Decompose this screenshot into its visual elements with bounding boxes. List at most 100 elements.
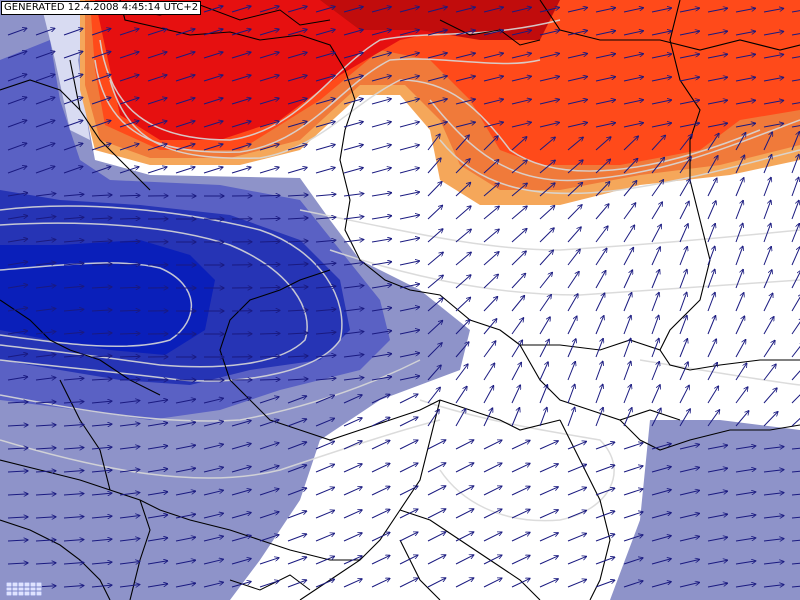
grid-logo-icon <box>6 582 42 596</box>
wind-arrow-icon <box>651 100 672 105</box>
wind-arrow-icon <box>623 315 631 335</box>
wind-arrow-icon <box>371 99 391 105</box>
wind-arrow-icon <box>707 77 728 82</box>
wind-arrow-icon <box>7 239 28 243</box>
wind-arrow-icon <box>427 30 447 36</box>
wind-arrow-icon <box>455 555 474 565</box>
wind-arrow-icon <box>511 408 520 427</box>
wind-arrow-icon <box>287 511 307 519</box>
wind-arrow-icon <box>735 584 756 588</box>
wind-arrow-icon <box>623 489 643 496</box>
wind-arrow-icon <box>399 532 418 542</box>
wind-arrow-icon <box>343 441 362 450</box>
wind-arrow-icon <box>455 206 471 220</box>
wind-arrow-icon <box>119 241 140 242</box>
wind-arrow-icon <box>315 99 335 105</box>
wind-arrow-icon <box>147 144 167 151</box>
wind-arrow-icon <box>399 417 418 427</box>
wind-arrow-icon <box>427 486 446 496</box>
wind-arrow-icon <box>91 585 112 587</box>
wind-arrow-icon <box>259 356 280 357</box>
wind-arrow-icon <box>371 308 392 312</box>
wind-arrow-icon <box>735 515 756 519</box>
wind-arrow-icon <box>203 167 223 174</box>
wind-arrow-icon <box>595 137 611 151</box>
wind-arrow-icon <box>791 200 799 220</box>
wind-arrow-icon <box>91 401 112 403</box>
wind-arrow-icon <box>791 177 799 197</box>
wind-arrow-icon <box>651 536 671 542</box>
wind-arrow-icon <box>707 445 728 450</box>
wind-arrow-icon <box>315 309 336 311</box>
wind-arrow-icon <box>623 54 644 59</box>
wind-arrow-icon <box>735 178 744 197</box>
wind-arrow-icon <box>427 275 443 289</box>
wind-arrow-icon <box>455 409 466 427</box>
wind-arrow-icon <box>35 217 56 220</box>
wind-arrow-icon <box>343 533 362 542</box>
wind-arrow-icon <box>483 274 498 289</box>
wind-arrow-icon <box>483 252 499 266</box>
wind-arrow-icon <box>651 385 660 404</box>
wind-arrow-icon <box>147 400 168 404</box>
wind-arrow-icon <box>287 580 307 588</box>
wind-arrow-icon <box>399 555 418 565</box>
wind-arrow-icon <box>679 246 687 266</box>
wind-arrow-icon <box>511 318 524 335</box>
wind-arrow-icon <box>175 491 196 496</box>
wind-arrow-icon <box>203 52 223 59</box>
wind-arrow-icon <box>371 377 392 381</box>
wind-arrow-icon <box>371 463 390 473</box>
wind-arrow-icon <box>735 77 756 82</box>
wind-arrow-icon <box>91 310 112 311</box>
wind-arrow-icon <box>455 463 474 473</box>
wind-arrow-icon <box>567 160 583 174</box>
wind-arrow-icon <box>623 31 644 36</box>
wind-arrow-icon <box>427 578 446 588</box>
wind-arrow-icon <box>343 145 363 151</box>
wind-arrow-icon <box>483 341 496 358</box>
wind-arrow-icon <box>343 217 364 220</box>
wind-arrow-icon <box>623 512 643 519</box>
wind-arrow-icon <box>791 370 800 381</box>
wind-arrow-icon <box>371 532 390 542</box>
wind-arrow-icon <box>567 533 587 542</box>
wind-arrow-icon <box>91 562 112 564</box>
wind-arrow-icon <box>539 533 558 542</box>
wind-arrow-icon <box>567 294 578 312</box>
wind-arrow-icon <box>567 54 588 59</box>
wind-arrow-icon <box>623 247 634 266</box>
wind-arrow-icon <box>315 240 336 242</box>
wind-arrow-icon <box>399 330 420 335</box>
wind-arrow-icon <box>791 132 800 151</box>
wind-arrow-icon <box>679 269 687 289</box>
wind-arrow-icon <box>427 7 447 13</box>
wind-arrow-icon <box>371 239 392 243</box>
wind-arrow-icon <box>595 338 603 358</box>
wind-arrow-icon <box>735 31 756 36</box>
wind-arrow-icon <box>91 333 112 334</box>
wind-arrow-icon <box>567 407 575 427</box>
wind-arrow-icon <box>35 425 56 426</box>
wind-arrow-icon <box>791 10 800 13</box>
wind-arrow-icon <box>259 443 279 450</box>
wind-arrow-icon <box>651 513 671 519</box>
wind-arrow-icon <box>63 286 84 288</box>
wind-arrow-icon <box>707 201 716 220</box>
wind-arrow-icon <box>343 194 364 197</box>
wind-arrow-icon <box>567 316 577 335</box>
wind-arrow-icon <box>371 122 391 128</box>
wind-arrow-icon <box>595 361 603 381</box>
wind-arrow-icon <box>399 578 418 588</box>
wind-arrow-icon <box>371 331 392 335</box>
wind-arrow-icon <box>343 510 362 519</box>
wind-arrow-icon <box>91 379 112 380</box>
wind-arrow-icon <box>91 264 112 265</box>
wind-arrows <box>7 5 800 588</box>
wind-arrow-icon <box>483 578 502 588</box>
wind-arrow-icon <box>91 75 111 82</box>
wind-arrow-icon <box>399 261 420 266</box>
wind-arrow-icon <box>35 309 56 312</box>
wind-arrow-icon <box>539 510 558 519</box>
wind-arrow-icon <box>623 443 643 450</box>
